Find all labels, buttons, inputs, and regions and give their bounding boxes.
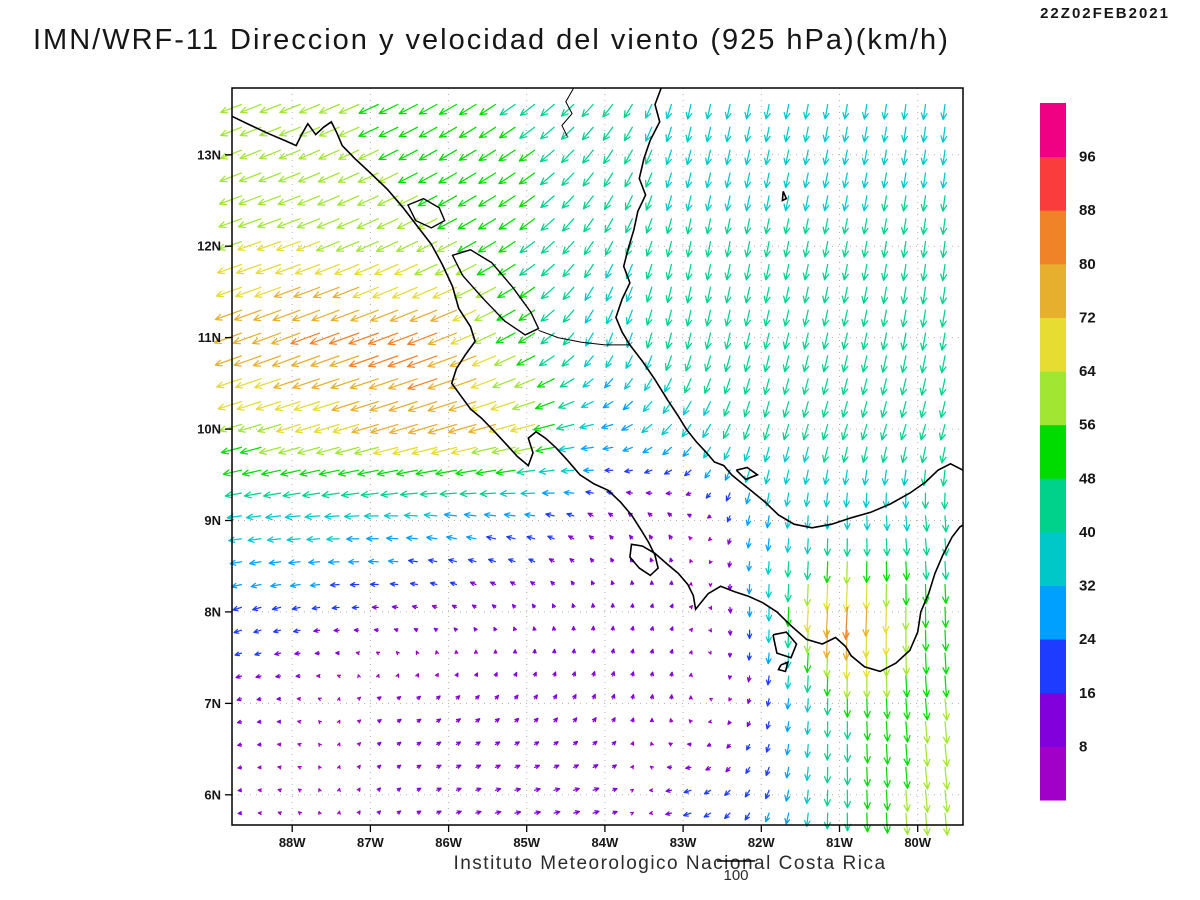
x-tick-label: 81W bbox=[826, 835, 853, 850]
y-tick-label: 10N bbox=[197, 422, 221, 437]
y-tick-label: 8N bbox=[204, 604, 221, 619]
colorbar-segment bbox=[1040, 531, 1066, 586]
colorbar-segment bbox=[1040, 424, 1066, 479]
y-tick-label: 6N bbox=[204, 787, 221, 802]
chart-title: IMN/WRF-11 Direccion y velocidad del vie… bbox=[33, 24, 950, 56]
colorbar-segment bbox=[1040, 103, 1066, 158]
colorbar-segment bbox=[1040, 585, 1066, 640]
coastline bbox=[781, 190, 788, 202]
wind-arrow-layer-1 bbox=[235, 490, 752, 816]
colorbar-segment bbox=[1040, 371, 1066, 426]
colorbar-tick-label: 8 bbox=[1079, 738, 1087, 755]
colorbar-tick-label: 24 bbox=[1079, 631, 1096, 648]
colorbar-tick-label: 88 bbox=[1079, 202, 1096, 219]
y-tick-label: 7N bbox=[204, 696, 221, 711]
y-tick-label: 12N bbox=[197, 239, 221, 254]
colorbar-tick-label: 80 bbox=[1079, 256, 1096, 273]
colorbar-segment bbox=[1040, 317, 1066, 372]
colorbar-tick-label: 56 bbox=[1079, 417, 1096, 434]
colorbar-segment bbox=[1040, 639, 1066, 694]
wind-arrow-layer-4 bbox=[226, 103, 948, 828]
y-tick-label: 9N bbox=[204, 513, 221, 528]
run-timestamp: 22Z02FEB2021 bbox=[1040, 5, 1170, 22]
wind-arrow-layer-0 bbox=[257, 536, 733, 816]
wind-arrow-layer-2 bbox=[232, 467, 772, 821]
colorbar-tick-label: 96 bbox=[1079, 149, 1096, 166]
wind-arrow-layer-10 bbox=[290, 332, 850, 640]
wind-arrow-layer-5 bbox=[224, 103, 950, 832]
coastline bbox=[615, 87, 964, 529]
colorbar-tick-label: 72 bbox=[1079, 310, 1096, 327]
x-tick-label: 85W bbox=[513, 835, 540, 850]
colorbar-segment bbox=[1040, 210, 1066, 265]
coastline bbox=[735, 466, 760, 481]
x-tick-label: 86W bbox=[435, 835, 462, 850]
colorbar-tick-label: 40 bbox=[1079, 524, 1096, 541]
coastline bbox=[231, 115, 964, 673]
colorbar: 8 16 24 32 40 48 56 64 72 80 88 96 bbox=[1040, 103, 1096, 801]
colorbar-segment bbox=[1040, 692, 1066, 747]
coastline bbox=[772, 631, 798, 659]
wind-arrow-layer-3 bbox=[229, 378, 791, 825]
border-line bbox=[538, 329, 630, 346]
lake-outline bbox=[406, 197, 446, 229]
reference-vector-label: 100 bbox=[723, 867, 749, 884]
y-tick-label: 13N bbox=[197, 147, 221, 162]
plot-border bbox=[231, 87, 964, 826]
x-tick-label: 82W bbox=[748, 835, 775, 850]
x-tick-label: 84W bbox=[592, 835, 619, 850]
border-line bbox=[561, 87, 575, 137]
colorbar-segment bbox=[1040, 263, 1066, 318]
colorbar-tick-label: 48 bbox=[1079, 470, 1096, 487]
coastline bbox=[777, 660, 790, 673]
geography-layer bbox=[231, 87, 964, 673]
credit-footer: Instituto Meteorologico Nacional Costa R… bbox=[453, 853, 887, 874]
x-tick-label: 80W bbox=[904, 835, 931, 850]
y-tick-label: 11N bbox=[198, 330, 221, 345]
wind-arrow-layer-9 bbox=[213, 286, 870, 661]
wind-arrow-layer-6 bbox=[220, 103, 950, 834]
x-tick-label: 88W bbox=[279, 835, 306, 850]
lat-lon-gridlines bbox=[232, 88, 963, 825]
x-tick-label: 87W bbox=[357, 835, 384, 850]
x-tick-label: 83W bbox=[670, 835, 697, 850]
colorbar-tick-label: 64 bbox=[1079, 363, 1096, 380]
colorbar-segment bbox=[1040, 478, 1066, 533]
colorbar-tick-label: 16 bbox=[1079, 685, 1096, 702]
lake-outline bbox=[451, 249, 540, 336]
colorbar-tick-label: 32 bbox=[1079, 578, 1096, 595]
colorbar-segment bbox=[1040, 746, 1066, 801]
wind-arrow-layer-8 bbox=[215, 240, 890, 680]
colorbar-segment bbox=[1040, 156, 1066, 211]
